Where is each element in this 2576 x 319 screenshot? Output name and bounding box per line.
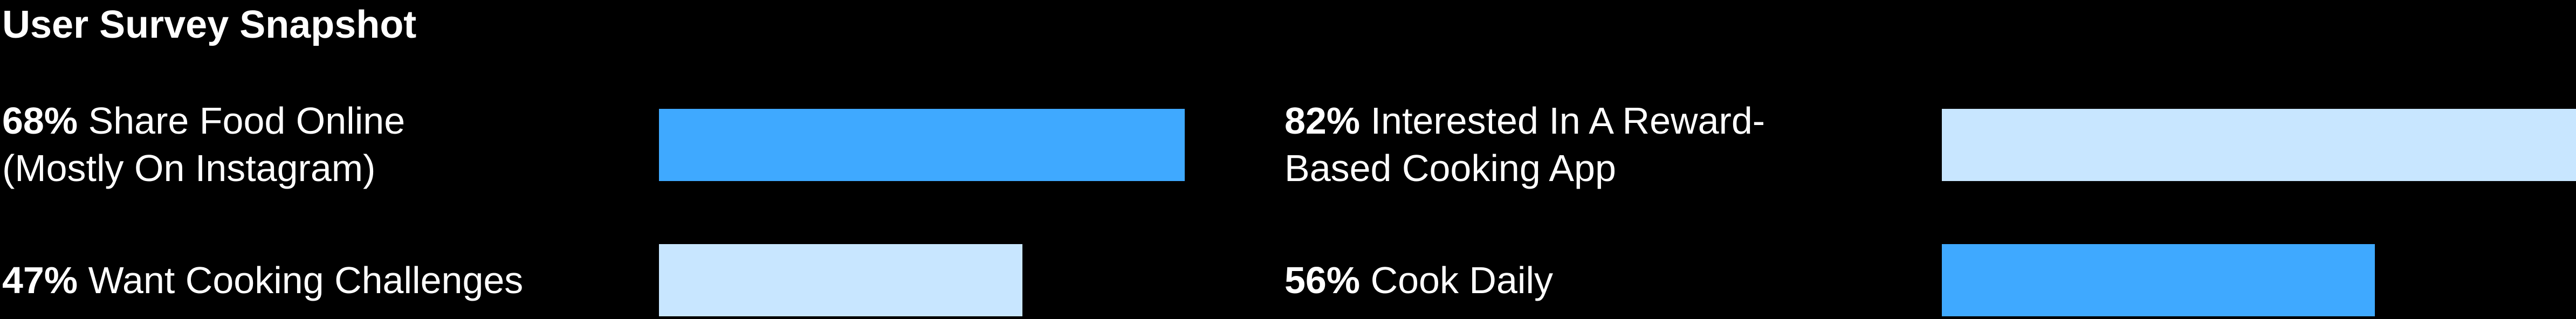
item-label-line2: Based Cooking App — [1284, 147, 1616, 189]
item-label-challenges: 47% Want Cooking Challenges — [2, 256, 523, 304]
bar-cook-daily — [1942, 244, 2375, 316]
item-label-line2: (Mostly On Instagram) — [2, 147, 376, 189]
bar-reward-app — [1942, 109, 2576, 181]
label-text: Share Food Online — [88, 100, 406, 142]
item-label-share-food: 68% Share Food Online (Mostly On Instagr… — [2, 97, 405, 192]
item-label-reward-app: 82% Interested In A Reward- Based Cookin… — [1284, 97, 1765, 192]
percent-label: 56% — [1284, 259, 1361, 301]
percent-label: 68% — [2, 100, 78, 142]
item-label-cook-daily: 56% Cook Daily — [1284, 256, 1553, 304]
bar-challenges — [659, 244, 1022, 316]
item-label-line1: 47% Want Cooking Challenges — [2, 256, 523, 304]
percent-label: 82% — [1284, 100, 1361, 142]
label-text: Cook Daily — [1370, 259, 1554, 301]
bar-share-food — [659, 109, 1185, 181]
item-label-line1: 68% Share Food Online — [2, 97, 405, 144]
item-label-line1: 82% Interested In A Reward- — [1284, 97, 1765, 144]
label-text: Interested In A Reward- — [1370, 100, 1766, 142]
chart-title: User Survey Snapshot — [2, 3, 417, 46]
label-text: Want Cooking Challenges — [88, 259, 524, 301]
item-label-line1: 56% Cook Daily — [1284, 256, 1553, 304]
percent-label: 47% — [2, 259, 78, 301]
